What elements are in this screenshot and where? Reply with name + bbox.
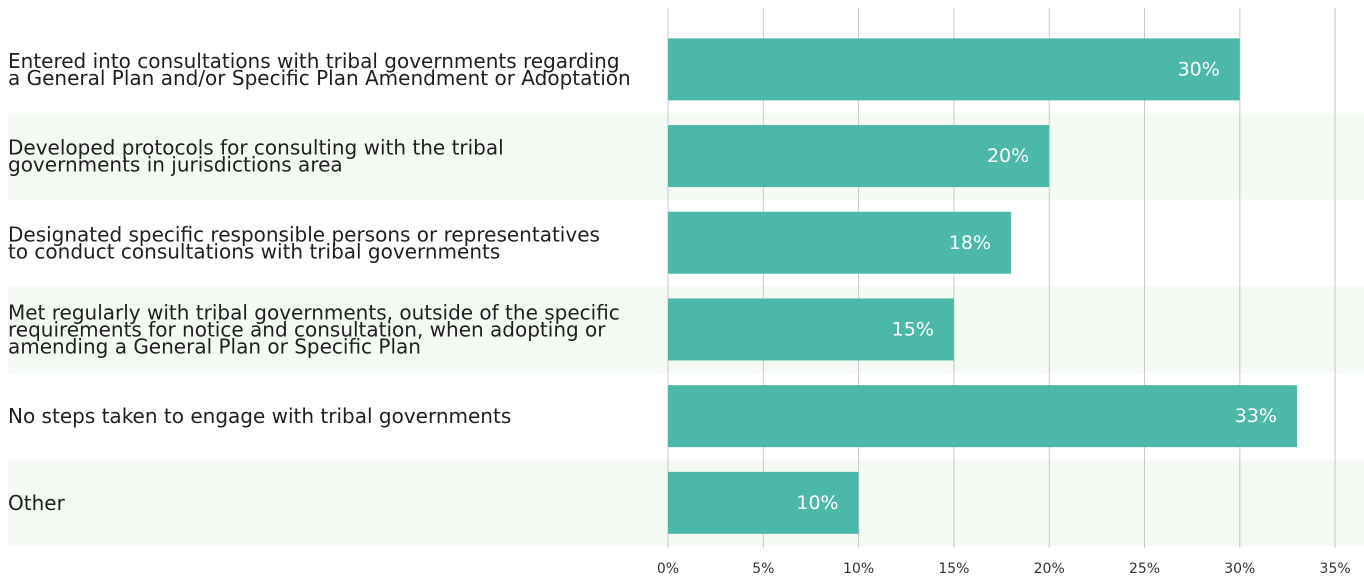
category-label: Developed protocols for consulting with … [8,136,504,177]
bar-data-label: 33% [1235,405,1277,427]
x-tick-label: 20% [1034,561,1065,577]
bar [668,471,859,534]
bar [668,125,1050,188]
category-label: No steps taken to engage with tribal gov… [8,404,511,428]
bar [668,298,954,361]
category-label: Met regularly with tribal governments, o… [8,300,620,358]
category-label: Entered into consultations with tribal g… [8,49,631,90]
bars: 30% 20% 18% 15% 33% 10% [668,38,1297,534]
x-tick-label: 5% [752,561,774,577]
category-label-line: Entered into consultations with tribal g… [8,49,620,73]
category-label-line: Met regularly with tribal governments, o… [8,300,620,324]
x-tick-label: 15% [938,561,969,577]
x-axis-tick-labels: 0% 5% 10% 15% 20% 25% 30% 35% [657,561,1351,577]
bar-data-label: 18% [949,232,991,254]
bar [668,211,1012,274]
category-label-line: to conduct consultations with tribal gov… [8,239,500,263]
category-label-line: amending a General Plan or Specific Plan [8,334,421,358]
bar [668,38,1240,101]
bar-data-label: 10% [796,492,838,514]
category-label-line: Developed protocols for consulting with … [8,136,504,160]
category-label-line: Other [8,491,66,515]
category-label-line: No steps taken to engage with tribal gov… [8,404,511,428]
category-label-line: a General Plan and/or Specific Plan Amen… [8,66,631,90]
bar [668,385,1297,448]
category-label-line: Designated specific responsible persons … [8,222,600,246]
bar-data-label: 15% [892,318,934,340]
bar-data-label: 20% [987,145,1029,167]
x-tick-label: 10% [843,561,874,577]
category-labels: Entered into consultations with tribal g… [8,49,631,515]
x-tick-label: 35% [1320,561,1351,577]
category-label-line: requirements for notice and consultation… [8,317,606,341]
category-label: Other [8,491,66,515]
x-tick-label: 25% [1129,561,1160,577]
bar-data-label: 30% [1178,58,1220,80]
x-tick-label: 0% [657,561,679,577]
category-label: Designated specific responsible persons … [8,222,600,263]
category-label-line: governments in jurisdictions area [8,153,343,177]
x-tick-label: 30% [1224,561,1255,577]
